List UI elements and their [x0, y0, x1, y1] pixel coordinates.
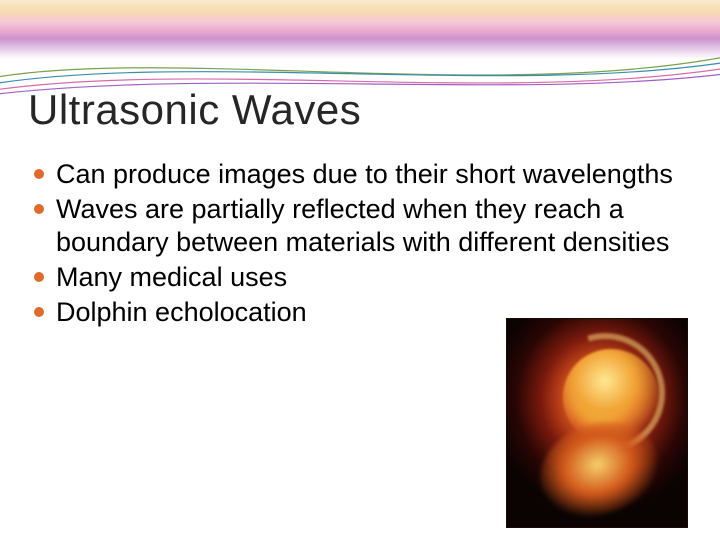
ultrasound-fetus-image	[506, 318, 688, 528]
header-gradient-band	[0, 0, 720, 62]
bullet-item: Can produce images due to their short wa…	[34, 158, 686, 191]
bullet-item: Many medical uses	[34, 261, 686, 294]
bullet-list: Can produce images due to their short wa…	[34, 158, 686, 329]
slide-title: Ultrasonic Waves	[28, 86, 361, 134]
slide-body: Can produce images due to their short wa…	[34, 158, 686, 331]
bullet-item: Waves are partially reflected when they …	[34, 193, 686, 259]
